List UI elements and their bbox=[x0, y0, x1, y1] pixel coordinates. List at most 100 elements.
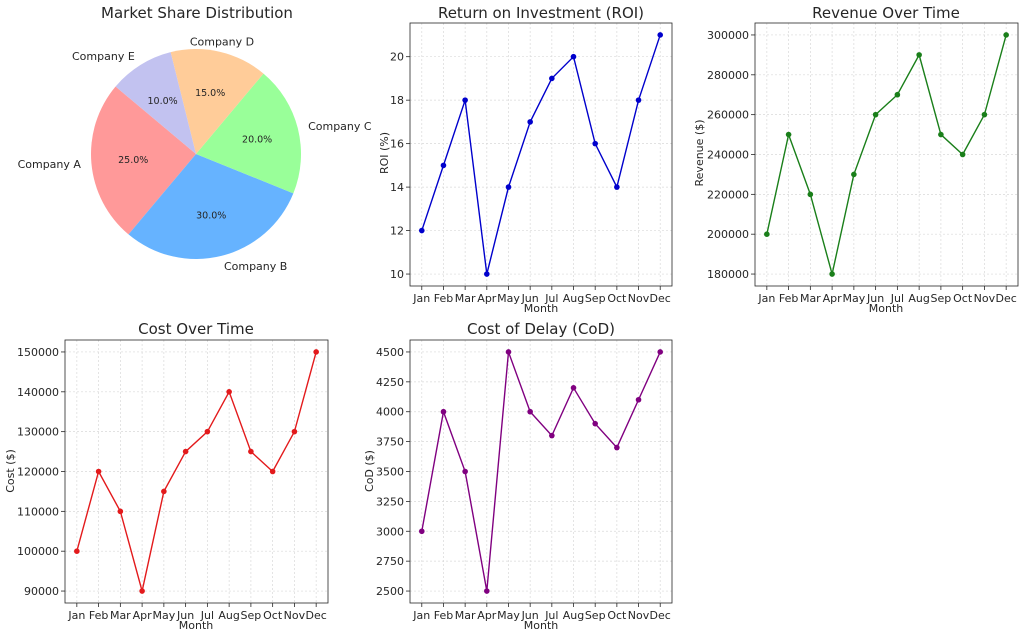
roi-axes-frame bbox=[409, 22, 673, 287]
cod-point-dec bbox=[657, 349, 664, 355]
cod-xtick-label: Jul bbox=[544, 609, 558, 622]
cost-point-aug bbox=[226, 389, 232, 395]
revenue-ytick-label: 240000 bbox=[707, 149, 749, 162]
revenue-point-aug bbox=[916, 52, 922, 58]
cost-xlabel: Month bbox=[179, 619, 214, 632]
cod-xtick-label: Dec bbox=[650, 609, 671, 622]
cod-point-may bbox=[505, 349, 512, 355]
roi-point-sep bbox=[592, 140, 598, 147]
roi-xlabel: Month bbox=[524, 302, 559, 315]
roi-xtick-label: Oct bbox=[607, 292, 627, 305]
cost-point-may bbox=[161, 488, 167, 495]
cod-xtick-label: Aug bbox=[563, 609, 584, 622]
revenue-point-may bbox=[851, 171, 857, 178]
revenue-point-jun bbox=[872, 111, 879, 118]
roi-point-jul bbox=[549, 75, 555, 82]
revenue-ytick-label: 220000 bbox=[707, 188, 749, 201]
cod-axes-frame bbox=[409, 339, 673, 604]
revenue-ytick-label: 280000 bbox=[707, 69, 749, 82]
cost-ytick-label: 150000 bbox=[17, 346, 59, 359]
roi-xtick-label: Sep bbox=[585, 292, 606, 305]
pie-percent-label: 25.0% bbox=[118, 155, 148, 166]
cost-xtick-label: Aug bbox=[218, 609, 239, 622]
roi-xtick-label: Jun bbox=[521, 292, 539, 305]
cost-xtick-label: May bbox=[152, 609, 175, 622]
cost-ytick-label: 140000 bbox=[17, 386, 59, 399]
cost-point-jul bbox=[204, 428, 211, 435]
roi-ytick-label: 18 bbox=[390, 94, 404, 107]
cost-series-line bbox=[76, 351, 317, 592]
roi-point-oct bbox=[614, 184, 620, 190]
cost-chart: Cost Over Time Month Cost ($) 90000 10000… bbox=[4, 320, 329, 632]
cost-ytick-label: 110000 bbox=[17, 505, 59, 518]
cost-ytick-label: 130000 bbox=[17, 426, 59, 439]
cod-point-jul bbox=[549, 432, 555, 439]
revenue-xtick-label: May bbox=[842, 292, 865, 305]
revenue-xtick-label: Apr bbox=[823, 292, 843, 305]
cost-xtick-label: Jan bbox=[67, 609, 85, 622]
cod-xtick-label: Sep bbox=[585, 609, 606, 622]
cod-xtick-label: Nov bbox=[628, 609, 650, 622]
cost-xtick-label: Oct bbox=[263, 609, 283, 622]
cod-xtick-label: May bbox=[497, 609, 520, 622]
pie-percent-label: 30.0% bbox=[196, 211, 226, 222]
cod-point-sep bbox=[592, 420, 598, 427]
revenue-axes-frame bbox=[754, 22, 1019, 287]
cost-axes-frame bbox=[64, 339, 329, 604]
cost-xtick-label: Sep bbox=[241, 609, 262, 622]
roi-point-apr bbox=[484, 271, 490, 277]
cod-xtick-label: Mar bbox=[455, 609, 476, 622]
revenue-ytick-label: 200000 bbox=[707, 228, 749, 241]
revenue-xtick-label: Sep bbox=[931, 292, 952, 305]
roi-point-jun bbox=[527, 119, 533, 125]
roi-point-nov bbox=[635, 97, 642, 103]
revenue-point-dec bbox=[1003, 32, 1009, 38]
cod-xtick-label: Jan bbox=[412, 609, 430, 622]
cod-point-aug bbox=[570, 385, 577, 391]
revenue-xtick-label: Mar bbox=[800, 292, 821, 305]
cost-point-dec bbox=[313, 349, 319, 355]
revenue-point-oct bbox=[959, 151, 966, 158]
cod-title: Cost of Delay (CoD) bbox=[467, 320, 615, 338]
roi-xtick-label: Dec bbox=[650, 292, 671, 305]
cost-xtick-label: Apr bbox=[133, 609, 153, 622]
cost-point-jan bbox=[74, 548, 80, 554]
revenue-ytick-label: 180000 bbox=[707, 268, 749, 281]
roi-xtick-label: Mar bbox=[455, 292, 476, 305]
revenue-xtick-label: Dec bbox=[996, 292, 1017, 305]
cost-xtick-label: Jul bbox=[200, 609, 214, 622]
pie-category-label: Company B bbox=[224, 260, 287, 273]
roi-xtick-label: Jan bbox=[412, 292, 430, 305]
cod-ytick-label: 3250 bbox=[376, 495, 404, 508]
cost-point-jun bbox=[182, 448, 189, 455]
revenue-xtick-label: Jul bbox=[890, 292, 904, 305]
roi-ytick-label: 14 bbox=[390, 181, 404, 194]
roi-xtick-label: May bbox=[497, 292, 520, 305]
cod-ylabel: CoD ($) bbox=[363, 450, 376, 492]
pie-title: Market Share Distribution bbox=[101, 4, 293, 22]
revenue-point-jul bbox=[894, 91, 901, 98]
roi-ytick-label: 10 bbox=[390, 268, 404, 281]
cod-xtick-label: Feb bbox=[434, 609, 453, 622]
revenue-xtick-label: Feb bbox=[779, 292, 798, 305]
pie-chart: Market Share Distribution 25.0% Company A… bbox=[18, 4, 372, 273]
roi-xtick-label: Jul bbox=[544, 292, 558, 305]
roi-point-feb bbox=[440, 162, 447, 169]
cost-ytick-label: 90000 bbox=[24, 585, 59, 598]
cost-title: Cost Over Time bbox=[138, 320, 254, 338]
cod-point-jun bbox=[527, 408, 533, 415]
roi-point-may bbox=[505, 184, 512, 190]
pie-percent-label: 20.0% bbox=[242, 134, 272, 145]
cod-ytick-label: 3000 bbox=[376, 525, 404, 538]
revenue-ytick-label: 260000 bbox=[707, 109, 749, 122]
cost-xtick-label: Jun bbox=[176, 609, 194, 622]
revenue-plot: 180000 200000 220000 240000 260000 280000 3000… bbox=[707, 22, 1019, 305]
revenue-xtick-label: Aug bbox=[908, 292, 929, 305]
cod-point-nov bbox=[635, 396, 642, 403]
cod-series-line bbox=[421, 351, 661, 592]
cod-ytick-label: 3500 bbox=[376, 466, 404, 479]
cost-xtick-label: Feb bbox=[89, 609, 108, 622]
pie-slice-company-a bbox=[90, 86, 196, 235]
cod-point-oct bbox=[614, 444, 620, 451]
